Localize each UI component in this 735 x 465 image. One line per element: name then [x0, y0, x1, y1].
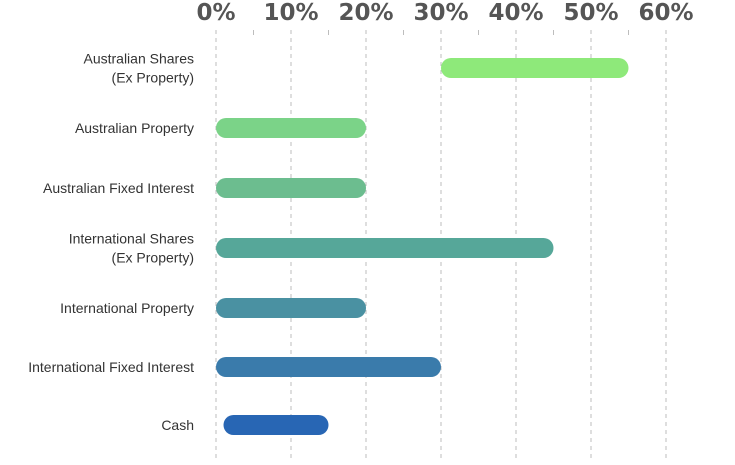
category-label: Australian Fixed Interest — [43, 180, 194, 196]
range-bar — [216, 178, 366, 198]
category-label: International Fixed Interest — [28, 359, 194, 375]
x-tick-label: 30% — [413, 0, 468, 26]
x-tick-label: 10% — [263, 0, 318, 26]
x-tick-label: 20% — [338, 0, 393, 26]
x-tick-label: 40% — [488, 0, 543, 26]
x-tick-label: 0% — [196, 0, 235, 26]
category-label: Australian Shares — [83, 51, 194, 67]
category-labels: Australian Shares (Ex Property) Australian… — [28, 51, 194, 434]
range-bar — [216, 298, 366, 318]
x-tick-label: 50% — [563, 0, 618, 26]
x-axis: 0% 10% 20% 30% 40% 50% 60% — [196, 0, 694, 35]
range-bar — [223, 415, 329, 435]
category-label: International Property — [60, 300, 194, 316]
bars — [216, 58, 629, 435]
x-tick-label: 60% — [638, 0, 693, 26]
category-label: International Shares — [69, 231, 194, 247]
category-label: (Ex Property) — [112, 250, 194, 266]
range-bar — [441, 58, 629, 78]
category-label: Australian Property — [75, 120, 194, 136]
range-bar — [216, 238, 554, 258]
range-bar — [216, 118, 366, 138]
category-label: (Ex Property) — [112, 70, 194, 86]
range-bar — [216, 357, 441, 377]
category-label: Cash — [161, 417, 194, 433]
